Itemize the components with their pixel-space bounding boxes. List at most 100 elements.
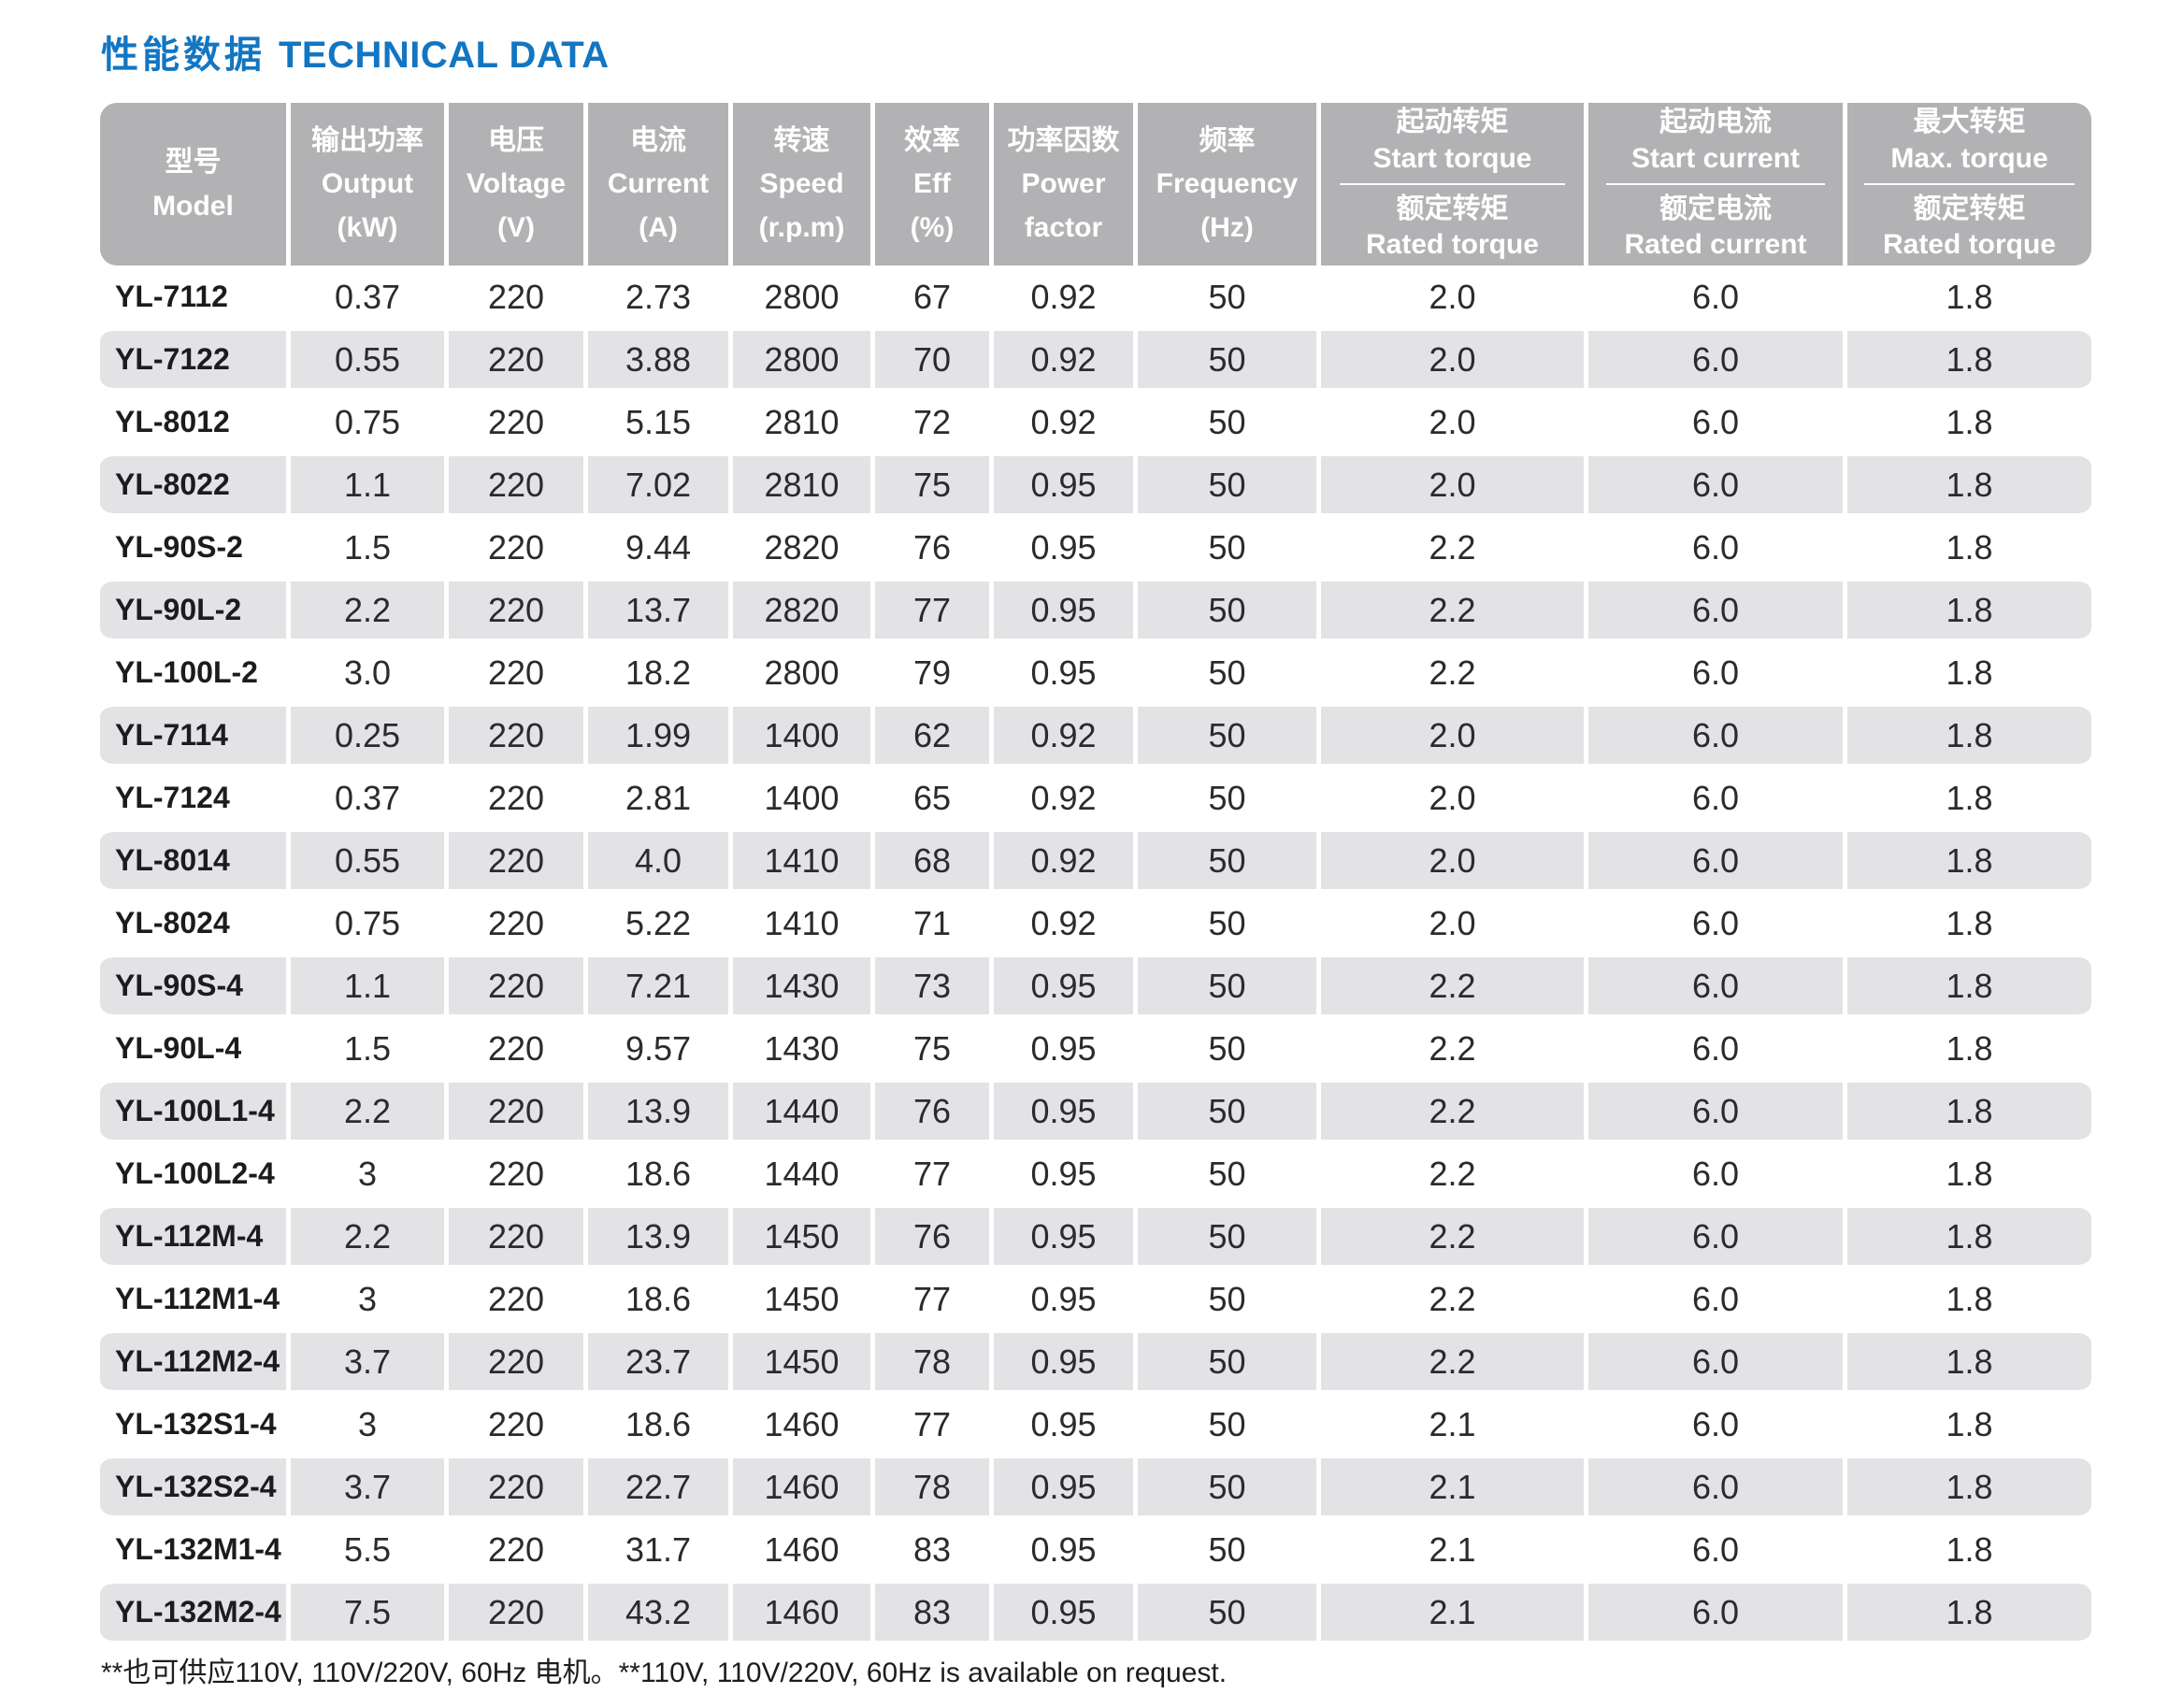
table-row: YL-90S-2 1.5 220 9.44 2820 76 0.95 50 2.2 6.0 1.8 bbox=[100, 516, 2091, 579]
value-cell: 220 bbox=[449, 1330, 583, 1393]
value-cell: 1.8 bbox=[1946, 527, 1993, 567]
table-row: YL-8014 0.55 220 4.0 1410 68 0.92 50 2.0 6.0 1.8 bbox=[100, 829, 2091, 892]
value-cell: 50 bbox=[1138, 453, 1316, 516]
value-cell: 18.6 bbox=[625, 1154, 692, 1193]
value-cell: 220 bbox=[449, 1456, 583, 1518]
header-label: (Hz) bbox=[1200, 211, 1254, 243]
model-cell: YL-7124 bbox=[115, 781, 230, 814]
column-header-eff: 效率 Eff (%) bbox=[875, 103, 989, 266]
header-label: 额定电流 Rated current bbox=[1624, 194, 1807, 261]
table-row: YL-112M-4 2.2 220 13.9 1450 76 0.95 50 2.2 6.0 1.8 bbox=[100, 1205, 2091, 1268]
model-cell: YL-8024 bbox=[115, 906, 230, 940]
column-header-start-current: 起动电流 Start current 额定电流 Rated current bbox=[1588, 103, 1843, 266]
value-cell: 1.8 bbox=[1946, 1404, 1993, 1443]
value-cell: 2.0 bbox=[1429, 402, 1476, 441]
value-cell: 220 bbox=[487, 1529, 545, 1569]
value-cell: 1460 bbox=[733, 1456, 870, 1518]
value-cell: 2.81 bbox=[625, 778, 692, 817]
value-cell: 0.95 bbox=[994, 1205, 1133, 1268]
value-cell: 6.0 bbox=[1691, 527, 1740, 567]
value-cell: 50 bbox=[1138, 1456, 1316, 1518]
value-cell: 2.1 bbox=[1429, 1404, 1476, 1443]
value-cell: 6.0 bbox=[1691, 1404, 1740, 1443]
value-cell: 7.5 bbox=[291, 1581, 444, 1643]
value-cell: 1400 bbox=[764, 778, 840, 817]
value-cell: 1.8 bbox=[1847, 829, 2091, 892]
model-cell: YL-112M1-4 bbox=[115, 1282, 280, 1315]
value-cell: 220 bbox=[487, 1028, 545, 1068]
value-cell: 220 bbox=[487, 653, 545, 692]
value-cell: 0.92 bbox=[1030, 903, 1097, 942]
value-cell: 2810 bbox=[733, 453, 870, 516]
value-cell: 2.2 bbox=[291, 1205, 444, 1268]
value-cell: 2.0 bbox=[1321, 328, 1584, 391]
value-cell: 1430 bbox=[733, 954, 870, 1017]
value-cell: 3 bbox=[357, 1154, 378, 1193]
value-cell: 5.15 bbox=[625, 402, 692, 441]
header-label: 频率 bbox=[1199, 124, 1256, 156]
value-cell: 73 bbox=[875, 954, 989, 1017]
table-row: YL-132M2-4 7.5 220 43.2 1460 83 0.95 50 2.1 6.0 1.… bbox=[100, 1581, 2091, 1643]
value-cell: 0.75 bbox=[334, 903, 401, 942]
header-label: Current bbox=[607, 168, 710, 200]
value-cell: 75 bbox=[875, 453, 989, 516]
value-cell: 1.8 bbox=[1847, 1205, 2091, 1268]
value-cell: 2.2 bbox=[1321, 1330, 1584, 1393]
value-cell: 6.0 bbox=[1588, 1080, 1843, 1142]
value-cell: 6.0 bbox=[1588, 704, 1843, 767]
value-cell: 50 bbox=[1138, 1205, 1316, 1268]
table-row: YL-8022 1.1 220 7.02 2810 75 0.95 50 2.0 6.0 1.8 bbox=[100, 453, 2091, 516]
table-row: YL-8024 0.75 220 5.22 1410 71 0.92 50 2.0 6.0 1.8 bbox=[100, 892, 2091, 954]
table-row: YL-112M1-4 3 220 18.6 1450 77 0.95 50 2.2 6.0 1.8 bbox=[100, 1268, 2091, 1330]
value-cell: 6.0 bbox=[1691, 778, 1740, 817]
header-label: 功率因数 bbox=[1007, 124, 1120, 156]
value-cell: 2.2 bbox=[1429, 1028, 1476, 1068]
value-cell: 220 bbox=[487, 277, 545, 316]
value-cell: 2800 bbox=[764, 277, 840, 316]
value-cell: 5.22 bbox=[625, 903, 692, 942]
value-cell: 0.95 bbox=[994, 579, 1133, 641]
value-cell: 2.1 bbox=[1321, 1581, 1584, 1643]
value-cell: 0.92 bbox=[1030, 277, 1097, 316]
value-cell: 2.0 bbox=[1321, 453, 1584, 516]
header-label: Model bbox=[152, 190, 234, 222]
value-cell: 50 bbox=[1208, 527, 1246, 567]
value-cell: 0.95 bbox=[994, 1581, 1133, 1643]
model-cell: YL-90L-2 bbox=[100, 579, 286, 641]
value-cell: 83 bbox=[875, 1581, 989, 1643]
value-cell: 220 bbox=[487, 1404, 545, 1443]
value-cell: 0.25 bbox=[291, 704, 444, 767]
value-cell: 3.7 bbox=[291, 1456, 444, 1518]
model-cell: YL-8012 bbox=[115, 405, 230, 438]
value-cell: 7.02 bbox=[588, 453, 728, 516]
value-cell: 68 bbox=[875, 829, 989, 892]
value-cell: 2800 bbox=[764, 653, 840, 692]
model-cell: YL-132M2-4 bbox=[100, 1581, 286, 1643]
value-cell: 70 bbox=[875, 328, 989, 391]
value-cell: 0.95 bbox=[1030, 1154, 1097, 1193]
model-cell: YL-90L-4 bbox=[115, 1031, 242, 1065]
value-cell: 1.99 bbox=[588, 704, 728, 767]
value-cell: 1.8 bbox=[1946, 1529, 1993, 1569]
value-cell: 220 bbox=[487, 1154, 545, 1193]
value-cell: 0.92 bbox=[1030, 402, 1097, 441]
value-cell: 6.0 bbox=[1691, 402, 1740, 441]
value-cell: 2.2 bbox=[291, 579, 444, 641]
table-row: YL-7122 0.55 220 3.88 2800 70 0.92 50 2.0 6.0 1.8 bbox=[100, 328, 2091, 391]
value-cell: 77 bbox=[912, 1404, 952, 1443]
value-cell: 6.0 bbox=[1588, 1330, 1843, 1393]
table-row: YL-100L-2 3.0 220 18.2 2800 79 0.95 50 2.2 6.0 1.8 bbox=[100, 641, 2091, 704]
value-cell: 50 bbox=[1138, 954, 1316, 1017]
value-cell: 6.0 bbox=[1588, 1205, 1843, 1268]
value-cell: 2.0 bbox=[1321, 829, 1584, 892]
header-divider-line bbox=[1864, 183, 2075, 185]
value-cell: 2.2 bbox=[1429, 1154, 1476, 1193]
value-cell: 50 bbox=[1138, 829, 1316, 892]
value-cell: 220 bbox=[487, 778, 545, 817]
header-label: (%) bbox=[910, 211, 955, 243]
value-cell: 77 bbox=[912, 1154, 952, 1193]
model-cell: YL-100L1-4 bbox=[100, 1080, 286, 1142]
model-cell: YL-7122 bbox=[100, 328, 286, 391]
value-cell: 7.21 bbox=[588, 954, 728, 1017]
value-cell: 50 bbox=[1208, 653, 1246, 692]
